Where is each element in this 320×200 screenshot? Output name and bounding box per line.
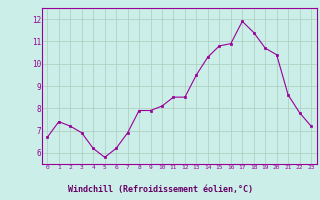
- Text: Windchill (Refroidissement éolien,°C): Windchill (Refroidissement éolien,°C): [68, 185, 252, 194]
